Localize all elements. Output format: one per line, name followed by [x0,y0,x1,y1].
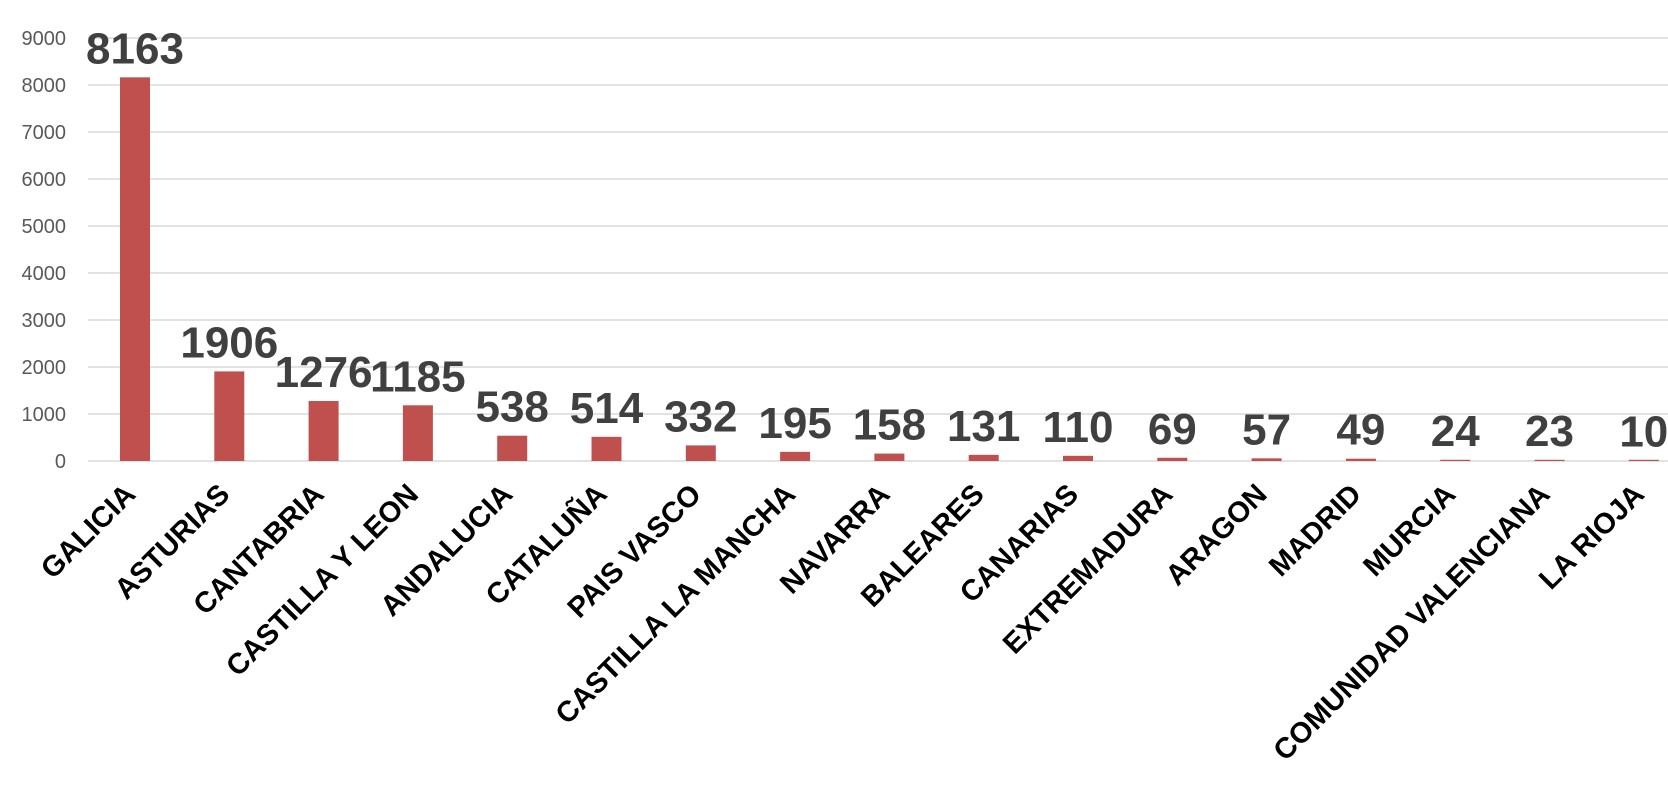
bar [1063,455,1093,461]
bar [120,77,150,462]
bar [1251,458,1282,461]
bar [308,401,339,461]
data-label: 10 [1619,408,1668,457]
data-label: 57 [1242,405,1291,454]
x-category-label: ARAGON [1160,478,1274,592]
bar [685,445,716,461]
bar [1534,459,1565,461]
data-label: 158 [853,401,926,450]
bar [1345,458,1376,461]
x-category-label: EXTREMADURA [997,478,1179,660]
bars [120,77,1659,462]
bar [1440,459,1471,461]
bar [591,436,622,461]
y-tick-label: 3000 [22,310,67,332]
bar [214,371,245,461]
y-tick-label: 4000 [22,263,67,285]
y-tick-label: 5000 [22,216,67,238]
data-label: 131 [947,402,1020,451]
y-tick-label: 2000 [22,357,67,379]
gridlines [88,37,1668,462]
y-tick-label: 8000 [22,75,67,97]
bar [1157,457,1188,461]
y-axis-ticks: 0 1000 2000 3000 4000 5000 6000 7000 8000 9000 [22,28,67,473]
bar [968,454,999,461]
y-tick-label: 6000 [22,169,67,191]
bar [1628,459,1659,461]
data-label: 23 [1525,407,1574,456]
data-label: 110 [1043,403,1114,452]
bar [874,453,905,461]
y-tick-label: 7000 [22,122,67,144]
bar [402,405,433,461]
data-label: 538 [475,383,548,432]
data-label: 514 [570,384,644,433]
data-label: 69 [1148,405,1197,454]
y-tick-label: 9000 [22,28,67,50]
y-tick-label: 1000 [22,404,67,426]
data-label: 195 [758,399,831,448]
bar [780,451,811,461]
data-label: 24 [1431,407,1480,456]
data-label: 8163 [86,24,184,73]
data-label: 1906 [180,318,278,367]
bar [497,435,528,461]
x-category-label: MADRID [1263,478,1368,583]
y-tick-label: 0 [55,451,66,473]
data-label: 1185 [370,352,465,401]
data-label: 332 [664,392,737,441]
data-label: 49 [1336,406,1385,455]
data-label: 1276 [275,348,373,397]
